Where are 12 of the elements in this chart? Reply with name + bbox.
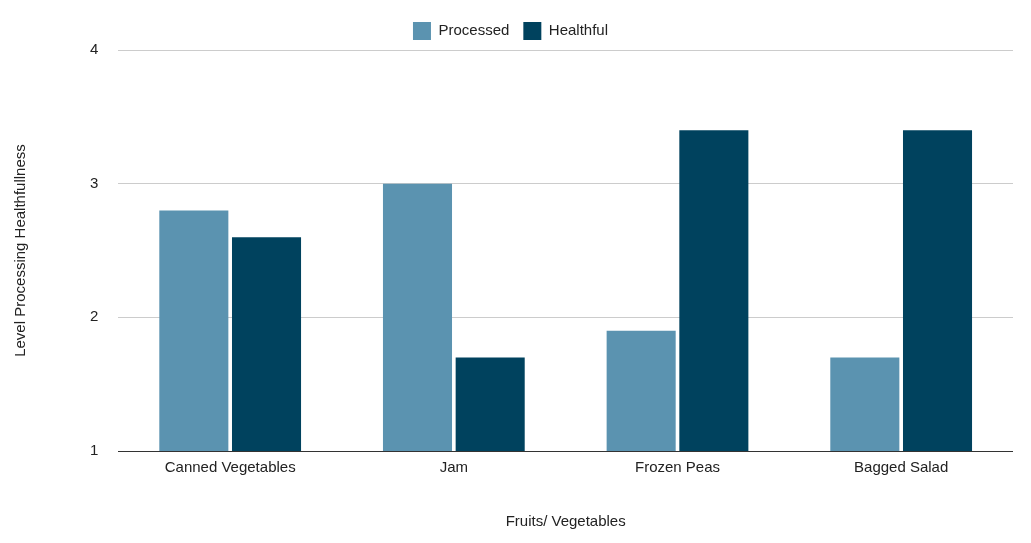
y-tick-label: 1 xyxy=(90,441,99,459)
x-tick-label: Jam xyxy=(439,458,469,476)
legend-label: Healthful xyxy=(548,21,609,39)
x-tick-label: Frozen Peas xyxy=(634,458,721,476)
x-tick-label: Bagged Salad xyxy=(854,458,949,476)
y-tick-label: 2 xyxy=(90,307,99,325)
x-tick-label: Canned Vegetables xyxy=(164,458,296,476)
y-axis-title: Level Processing Healthfullness xyxy=(11,144,29,357)
x-axis-title: Fruits/ Vegetables xyxy=(505,512,626,530)
legend-label: Processed xyxy=(438,21,510,39)
y-tick-label: 3 xyxy=(90,173,99,191)
y-tick-label: 4 xyxy=(90,40,99,58)
